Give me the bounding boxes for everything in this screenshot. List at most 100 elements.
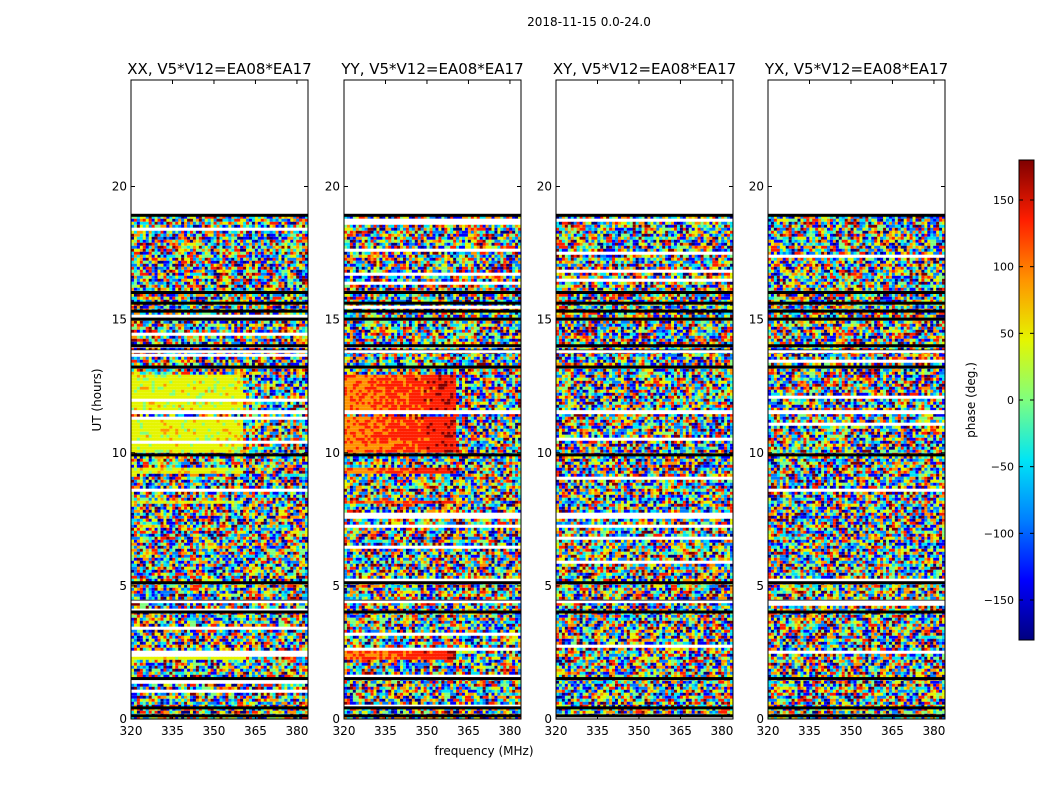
flagged-row [344, 706, 521, 710]
x-tick-label: 335 [374, 724, 397, 738]
y-tick-label: 20 [112, 180, 127, 194]
panel-title: XY, V5*V12=EA08*EA17 [553, 60, 736, 78]
flagged-row [131, 365, 308, 369]
flagged-row [556, 581, 733, 585]
x-tick-label: 320 [333, 724, 356, 738]
x-tick-label: 365 [457, 724, 480, 738]
x-tick-label: 335 [161, 724, 184, 738]
flagged-row [344, 291, 521, 294]
y-tick-label: 15 [537, 313, 552, 327]
x-tick-label: 320 [545, 724, 568, 738]
y-tick-label: 20 [749, 180, 764, 194]
flagged-row [768, 213, 945, 217]
flagged-row [556, 610, 733, 614]
panel-title: YX, V5*V12=EA08*EA17 [764, 60, 948, 78]
x-axis-label: frequency (MHz) [434, 744, 533, 758]
colorbar-tick-label: 150 [993, 194, 1014, 207]
x-tick-label: 320 [757, 724, 780, 738]
flagged-row [768, 317, 945, 321]
figure-title: 2018-11-15 0.0-24.0 [527, 15, 651, 29]
panel-xx: XX, V5*V12=EA08*EA17 320 335 350 365 380 0 5 10 1… [112, 60, 312, 738]
flagged-row [768, 714, 945, 718]
panel-frame [555, 79, 734, 720]
panel-title: YY, V5*V12=EA08*EA17 [340, 60, 523, 78]
x-tick-label: 365 [244, 724, 267, 738]
panel-yx: YX, V5*V12=EA08*EA17 320 335 350 365 380 0 5 10 1… [749, 60, 948, 738]
flagged-row [344, 344, 521, 348]
colorbar-tick-label: 0 [1007, 394, 1014, 407]
flagged-row [556, 309, 733, 313]
y-tick-label: 20 [325, 180, 340, 194]
flagged-row [344, 453, 521, 457]
flagged-row [344, 714, 521, 718]
flagged-row [344, 610, 521, 614]
x-tick-label: 350 [416, 724, 439, 738]
flagged-row [344, 309, 521, 313]
flagged-row [344, 365, 521, 369]
y-tick-label: 20 [537, 180, 552, 194]
colorbar-tick-label: −150 [984, 594, 1014, 607]
flagged-row [556, 317, 733, 321]
flagged-row [556, 706, 733, 710]
flagged-row [131, 610, 308, 614]
y-tick-label: 10 [749, 446, 764, 460]
flagged-row [344, 317, 521, 321]
flagged-row [768, 301, 945, 305]
waterfall-image [556, 213, 733, 719]
panels: XX, V5*V12=EA08*EA17 320 335 350 365 380 0 5 10 1… [112, 60, 948, 738]
flagged-row [344, 581, 521, 585]
flagged-row [556, 301, 733, 305]
flagged-row [768, 309, 945, 313]
flagged-row [556, 677, 733, 681]
x-tick-label: 350 [203, 724, 226, 738]
y-tick-label: 15 [749, 313, 764, 327]
y-tick-label: 5 [756, 579, 764, 593]
flagged-row [131, 301, 308, 305]
y-tick-label: 10 [325, 446, 340, 460]
y-tick-label: 15 [325, 313, 340, 327]
y-tick-label: 0 [119, 712, 127, 726]
x-tick-label: 365 [881, 724, 904, 738]
flagged-row [131, 213, 308, 217]
x-tick-label: 350 [628, 724, 651, 738]
y-tick-label: 5 [332, 579, 340, 593]
waterfall-image [131, 213, 308, 719]
colorbar-tick-label: −100 [984, 527, 1014, 540]
x-tick-label: 380 [498, 724, 521, 738]
flagged-row [556, 213, 733, 217]
y-tick-label: 5 [544, 579, 552, 593]
flagged-row [131, 581, 308, 585]
flagged-row [131, 453, 308, 457]
panel-title: XX, V5*V12=EA08*EA17 [127, 60, 311, 78]
y-tick-label: 0 [544, 712, 552, 726]
panel-frame [767, 79, 946, 720]
colorbar-tick-label: 100 [993, 261, 1014, 274]
x-tick-label: 380 [922, 724, 945, 738]
flagged-row [344, 213, 521, 217]
flagged-row [556, 453, 733, 457]
flagged-row [344, 301, 521, 305]
panel-yy: YY, V5*V12=EA08*EA17 320 335 350 365 380 0 5 10 1… [325, 60, 524, 738]
waterfall-image [768, 213, 945, 719]
flagged-row [768, 344, 945, 348]
flagged-row [131, 706, 308, 710]
panel-xy: XY, V5*V12=EA08*EA17 320 335 350 365 380 0 5 10 1… [537, 60, 736, 738]
flagged-row [556, 344, 733, 348]
flagged-row [768, 581, 945, 585]
y-tick-label: 10 [112, 446, 127, 460]
flagged-row [556, 365, 733, 369]
x-tick-label: 365 [669, 724, 692, 738]
x-tick-label: 320 [120, 724, 143, 738]
flagged-row [768, 291, 945, 294]
panel-frame [343, 79, 522, 720]
flagged-row [131, 309, 308, 313]
x-tick-label: 335 [586, 724, 609, 738]
panel-frame [130, 79, 309, 720]
flagged-row [131, 317, 308, 321]
flagged-row [344, 677, 521, 681]
colorbar-label: phase (deg.) [964, 362, 978, 438]
flagged-row [768, 453, 945, 457]
colorbar-tick-label: 50 [1000, 327, 1014, 340]
y-tick-label: 15 [112, 313, 127, 327]
